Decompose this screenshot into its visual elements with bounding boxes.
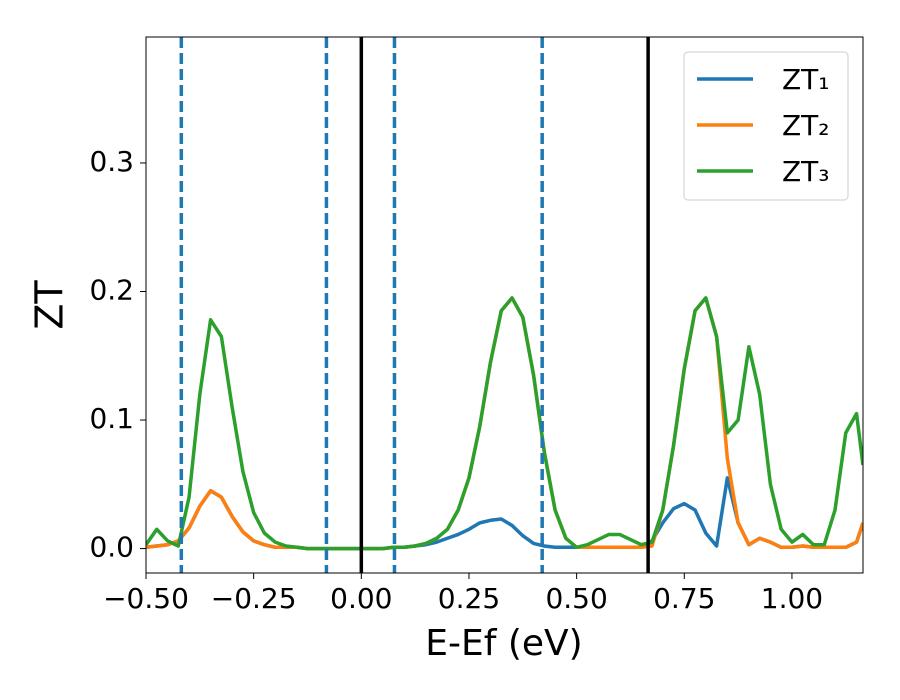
legend-label: ZT₃ (782, 155, 830, 188)
y-tick-label: 0.1 (89, 402, 134, 435)
series-line (146, 296, 863, 551)
x-tick-label: 0.50 (545, 582, 607, 615)
x-tick-label: 0.00 (330, 582, 392, 615)
legend-label: ZT₂ (782, 109, 830, 142)
legend: ZT₁ ZT₂ ZT₃ (683, 51, 849, 201)
x-tick-label: 1.00 (761, 582, 823, 615)
x-tick-label: −0.25 (211, 582, 297, 615)
legend-label: ZT₁ (782, 63, 830, 96)
y-tick-label: 0.2 (89, 274, 134, 307)
axes-frame (145, 36, 864, 574)
x-tick-label: 0.75 (653, 582, 715, 615)
plot-area (146, 37, 863, 573)
x-tick-label: 0.25 (438, 582, 500, 615)
x-tick-label: −0.50 (103, 582, 189, 615)
y-tick-label: 0.3 (89, 145, 134, 178)
legend-box (683, 51, 849, 201)
x-axis-label: E-Ef (eV) (425, 623, 582, 664)
y-tick-label: 0.0 (89, 531, 134, 564)
y-axis-label: ZT (28, 280, 72, 330)
